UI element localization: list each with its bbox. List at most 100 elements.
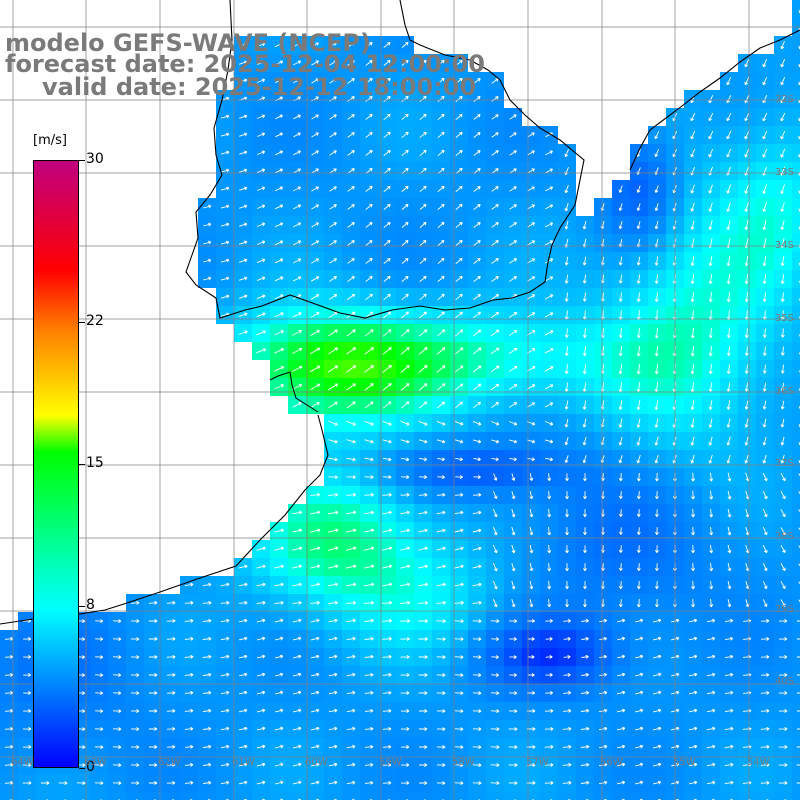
wind-arrow [688,780,698,785]
wind-arrow [310,636,320,641]
wind-arrow [328,492,339,497]
wind-arrow [311,42,319,48]
wind-arrow [760,655,770,659]
wind-arrow [400,600,411,605]
wind-arrow [400,619,411,623]
wind-arrow [652,780,662,785]
wind-arrow [328,311,338,318]
wind-arrow [184,744,194,749]
wind-arrow [473,114,481,120]
wind-arrow [437,185,445,192]
wind-arrow [634,726,644,731]
wind-arrow [491,439,500,444]
wind-cell [792,396,800,414]
wind-cell [792,180,800,198]
wind-arrow [796,620,800,622]
wind-arrow [238,60,248,65]
wind-arrow [419,113,427,121]
wind-arrow [4,726,14,731]
wind-cell [612,792,630,800]
wind-arrow [509,186,517,192]
wind-arrow [529,562,534,572]
wind-arrow [545,150,553,156]
wind-arrow [655,491,659,500]
wind-arrow [636,328,641,339]
wind-arrow [708,292,713,303]
wind-arrow [762,436,767,446]
wind-arrow [762,184,768,194]
colorbar-tick-8: 8 [86,596,95,613]
wind-arrow [654,274,659,284]
wind-arrow [473,132,481,138]
river-plate-inlet [269,371,319,413]
wind-arrow [691,545,695,554]
wind-arrow [346,383,357,391]
wind-arrow [311,78,319,84]
wind-arrow [796,656,800,658]
wind-arrow [511,473,516,481]
wind-cell [792,36,800,54]
latitude-label: 39S [774,604,794,615]
wind-arrow [583,509,587,518]
wind-arrow [691,526,695,536]
wind-arrow [293,150,301,156]
wind-arrow [455,185,463,192]
wind-arrow [726,382,731,392]
wind-arrow [364,475,374,479]
wind-arrow [436,365,446,373]
wind-arrow [419,457,428,462]
wind-arrow [780,95,786,104]
wind-arrow [454,727,464,731]
wind-arrow [509,457,517,462]
wind-arrow [310,312,320,318]
wind-arrow [780,473,786,482]
wind-arrow [310,618,320,623]
wind-arrow [95,619,104,623]
wind-arrow [618,203,623,211]
wind-arrow [690,292,695,303]
longitude-label: 60W [305,757,328,768]
colorbar-tickmark [79,464,85,465]
wind-arrow [564,346,569,356]
wind-arrow [346,329,356,337]
wind-arrow [293,60,302,66]
wind-arrow [616,726,626,731]
wind-arrow [708,184,713,194]
wind-arrow [274,672,284,677]
wind-arrow [599,636,607,641]
wind-arrow [564,436,569,446]
wind-arrow [238,312,248,317]
wind-arrow [508,347,518,355]
wind-arrow [436,546,446,551]
wind-arrow [346,457,356,462]
wind-arrow [202,780,212,785]
wind-arrow [545,204,554,210]
wind-arrow [365,78,373,84]
wind-arrow [238,294,248,299]
wind-arrow [688,726,698,731]
wind-arrow [582,328,587,338]
wind-arrow [760,619,770,623]
wind-arrow [347,96,355,102]
wind-arrow [149,727,158,731]
wind-cell [792,540,800,558]
wind-arrow [365,132,373,138]
wind-arrow [382,347,392,355]
wind-arrow [329,150,337,156]
wind-arrow [437,149,445,157]
wind-arrow [490,619,500,623]
wind-arrow [274,258,284,264]
wind-arrow [511,526,516,536]
wind-arrow [780,364,785,374]
wind-arrow [618,545,623,553]
wind-arrow [23,691,32,695]
wind-arrow [490,763,500,767]
wind-arrow [401,149,409,157]
wind-arrow [652,636,662,641]
wind-arrow [310,294,320,300]
wind-arrow [346,582,357,587]
wind-arrow [598,726,608,731]
wind-arrow [346,439,356,444]
wind-arrow [744,220,749,231]
wind-arrow [256,672,266,677]
